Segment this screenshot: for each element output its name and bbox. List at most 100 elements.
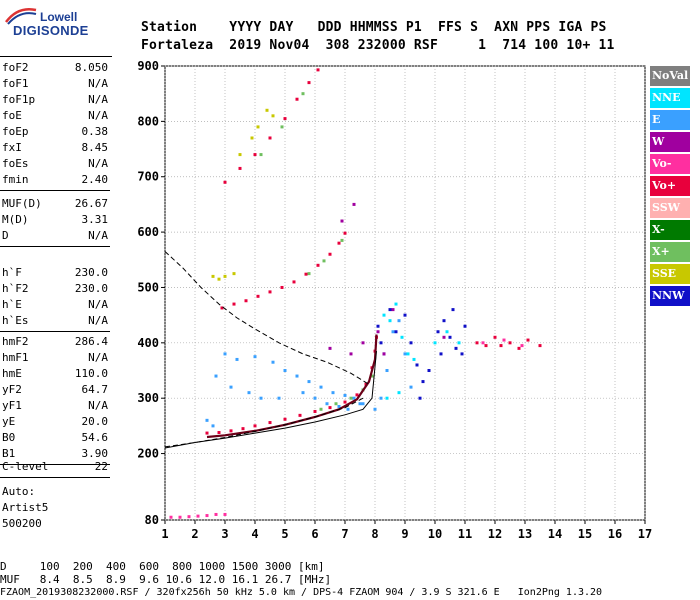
param-value: 64.7 xyxy=(81,383,109,396)
data-point xyxy=(349,396,353,400)
param-value: 22 xyxy=(94,460,108,473)
data-point xyxy=(382,352,386,356)
params-top-separator xyxy=(0,56,112,57)
data-point xyxy=(232,272,236,276)
param-value: 230.0 xyxy=(74,282,108,295)
param-row: D N/A xyxy=(2,228,108,244)
data-point xyxy=(271,114,275,118)
logo-lowell: Lowell xyxy=(40,10,78,24)
param-row: foEp 0.38 xyxy=(2,124,108,140)
legend-item: X- xyxy=(650,220,690,240)
profile-line xyxy=(206,334,378,439)
data-point xyxy=(394,330,398,334)
footer-distance-row: D 100 200 400 600 800 1000 1500 3000 [km… xyxy=(0,560,325,573)
param-row: h`E N/A xyxy=(2,297,108,313)
param-row: yE 20.0 xyxy=(2,414,108,430)
x-tick-label: 11 xyxy=(458,527,472,541)
param-key: B0 xyxy=(2,431,16,444)
param-value: 3.90 xyxy=(81,447,109,460)
data-point xyxy=(457,341,461,345)
param-row: B1 3.90 xyxy=(2,446,108,462)
data-point xyxy=(385,396,389,400)
param-key: foE xyxy=(2,109,22,122)
data-point xyxy=(241,427,245,431)
legend-item: SSE xyxy=(650,264,690,284)
data-point xyxy=(187,515,191,519)
data-point xyxy=(418,396,422,400)
data-point xyxy=(373,407,377,411)
y-tick-label: 400 xyxy=(137,336,159,350)
param-separator xyxy=(0,331,110,332)
data-point xyxy=(346,407,350,411)
param-key: fxI xyxy=(2,141,22,154)
data-point xyxy=(439,352,443,356)
data-point xyxy=(301,391,305,395)
data-point xyxy=(481,341,485,345)
param-key: h`Es xyxy=(2,314,29,327)
data-point xyxy=(352,396,356,400)
data-point xyxy=(394,302,398,306)
data-point xyxy=(295,374,299,378)
data-point xyxy=(493,335,497,339)
data-point xyxy=(325,402,329,406)
data-point xyxy=(337,241,341,245)
param-value: 3.31 xyxy=(81,213,109,226)
param-key: M(D) xyxy=(2,213,29,226)
data-point xyxy=(409,341,413,345)
param-value: N/A xyxy=(88,399,108,412)
param-separator xyxy=(0,464,110,465)
data-point xyxy=(259,396,263,400)
data-point xyxy=(271,360,275,364)
legend-item: Vo- xyxy=(650,154,690,174)
legend-item: E xyxy=(650,110,690,130)
data-point xyxy=(214,374,218,378)
param-key: yF1 xyxy=(2,399,22,412)
param-key: fmin xyxy=(2,173,29,186)
data-point xyxy=(388,308,392,312)
data-point xyxy=(499,344,503,348)
x-tick-label: 3 xyxy=(221,527,228,541)
header-line-1: Station YYYY DAY DDD HHMMSS P1 FFS S AXN… xyxy=(141,20,607,35)
y-tick-label: 300 xyxy=(137,391,159,405)
x-tick-label: 12 xyxy=(488,527,502,541)
param-key: h`F2 xyxy=(2,282,29,295)
param-key: foF1 xyxy=(2,77,29,90)
data-point xyxy=(433,341,437,345)
param-row: foEs N/A xyxy=(2,156,108,172)
data-point xyxy=(256,294,260,298)
data-point xyxy=(475,341,479,345)
data-point xyxy=(484,344,488,348)
data-point xyxy=(388,319,392,323)
param-row: h`Es N/A xyxy=(2,313,108,329)
data-point xyxy=(403,352,407,356)
autoscale-code: 500200 xyxy=(2,517,42,530)
data-point xyxy=(238,166,242,170)
data-point xyxy=(214,512,218,516)
data-point xyxy=(178,515,182,519)
param-key: hmF2 xyxy=(2,335,29,348)
data-point xyxy=(280,285,284,289)
dashed-profile-line xyxy=(164,397,364,448)
autoscale-label: Auto: xyxy=(2,485,36,498)
legend-item: NoVal xyxy=(650,66,690,86)
data-point xyxy=(316,263,320,267)
x-tick-label: 1 xyxy=(161,527,168,541)
x-tick-label: 16 xyxy=(608,527,622,541)
data-point xyxy=(379,396,383,400)
data-point xyxy=(415,363,419,367)
param-row: fmin 2.40 xyxy=(2,172,108,188)
logo-swoosh-icon xyxy=(5,8,37,25)
legend-item: Vo+ xyxy=(650,176,690,196)
data-point xyxy=(520,344,524,348)
data-point xyxy=(385,369,389,373)
data-point xyxy=(217,431,221,435)
data-point xyxy=(508,341,512,345)
data-point xyxy=(319,407,323,411)
data-point xyxy=(235,357,239,361)
data-point xyxy=(283,117,287,121)
param-value: N/A xyxy=(88,77,108,90)
param-row: h`F2 230.0 xyxy=(2,281,108,297)
data-point xyxy=(250,136,254,140)
data-point xyxy=(223,274,227,278)
data-point xyxy=(205,418,209,422)
